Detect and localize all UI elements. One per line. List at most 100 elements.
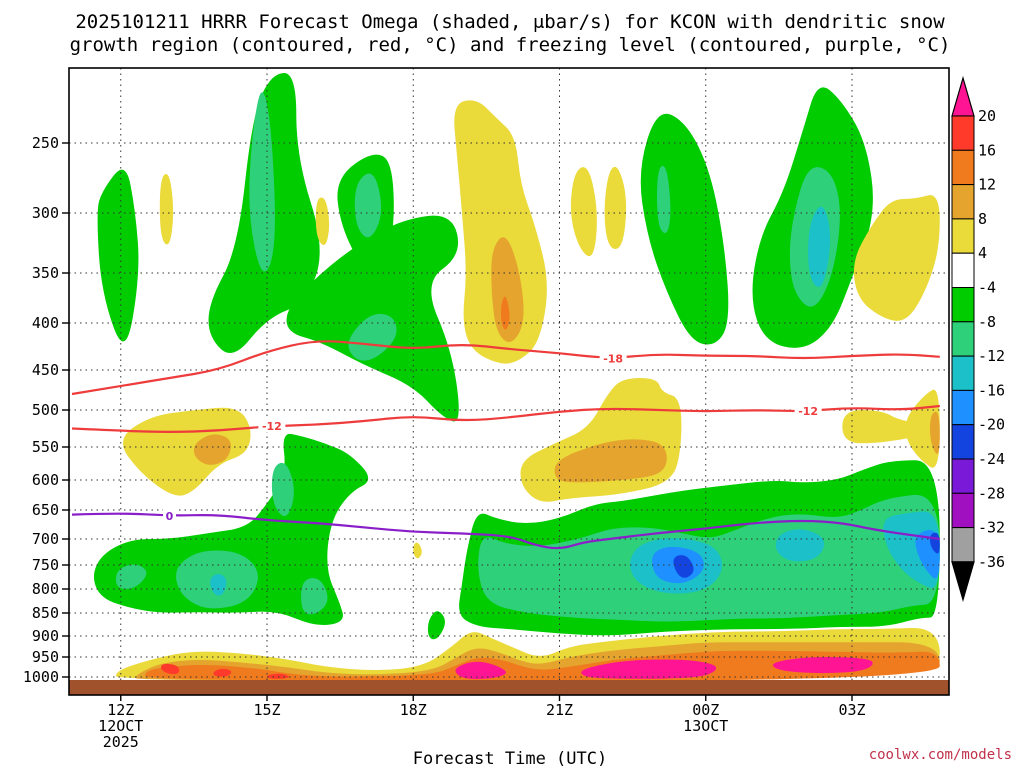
legend-label-10: -24 (978, 450, 1005, 468)
isotherm-line-0 (71, 340, 940, 396)
x-tick-label-1-0: 15Z (253, 701, 280, 719)
omega-region-28 (454, 100, 547, 364)
omega-region-11 (210, 574, 227, 596)
omega-region-50 (455, 661, 506, 680)
legend-label-2: 12 (978, 176, 996, 194)
legend-label-7: -12 (978, 347, 1005, 365)
y-tick-label-1000: 1000 (23, 668, 59, 686)
y-tick-label-950: 950 (32, 648, 59, 666)
omega-region-9 (115, 564, 147, 589)
legend-label-1: 16 (978, 141, 996, 159)
omega-region-30 (501, 296, 510, 330)
isotherm-label-bg-1-1 (794, 404, 822, 418)
legend-swatch-1 (951, 115, 975, 151)
chart-title-line-1: 2025101211 HRRR Forecast Omega (shaded, … (75, 11, 945, 33)
omega-region-32 (604, 166, 627, 249)
y-tick-label-900: 900 (32, 627, 59, 645)
legend-arrow-top (951, 75, 975, 117)
legend-swatch-10 (951, 424, 975, 460)
y-tick-label-350: 350 (32, 264, 59, 282)
y-tick-label-750: 750 (32, 556, 59, 574)
legend-swatch-13 (951, 527, 975, 563)
x-tick-label-3-0: 21Z (546, 701, 573, 719)
legend-swatch-6 (951, 287, 975, 323)
isotherm-label-bg-0-0 (599, 351, 627, 365)
legend-swatch-8 (951, 355, 975, 391)
omega-region-4 (354, 173, 382, 238)
omega-region-51 (581, 659, 717, 679)
omega-region-13 (427, 611, 445, 640)
omega-region-7 (93, 433, 369, 626)
omega-region-41 (853, 195, 940, 321)
legend-swatch-2 (951, 149, 975, 186)
plot-area: -18 -12 -12 0 (68, 67, 950, 696)
omega-region-19 (775, 529, 825, 562)
y-tick-label-800: 800 (32, 580, 59, 598)
legend-label-0: 20 (978, 107, 996, 125)
legend-swatch-3 (951, 184, 975, 220)
y-tick-label-550: 550 (32, 438, 59, 456)
y-tick-label-650: 650 (32, 501, 59, 519)
isotherm-label-bg-2-0 (163, 508, 176, 522)
legend-label-6: -8 (978, 313, 996, 331)
legend-arrow-bottom (951, 561, 975, 603)
omega-region-6 (348, 313, 397, 361)
legend-label-12: -32 (978, 519, 1005, 537)
omega-region-43 (413, 542, 422, 559)
x-tick-label-5-0: 03Z (838, 701, 865, 719)
omega-region-24 (657, 165, 671, 233)
legend-label-4: 4 (978, 244, 987, 262)
x-tick-label-0-1: 12OCT (98, 717, 143, 735)
omega-region-35 (193, 434, 231, 465)
legend-label-13: -36 (978, 553, 1005, 571)
omega-region-12 (301, 578, 328, 615)
legend-label-11: -28 (978, 484, 1005, 502)
y-tick-label-700: 700 (32, 530, 59, 548)
color-legend: 20 16 12 8 4 -4 -8 -12 -16 -20 -24 -28 -32 -36 (951, 75, 1005, 603)
omega-region-33 (315, 197, 330, 245)
legend-swatch-7 (951, 321, 975, 357)
legend-swatch-11 (951, 458, 975, 494)
legend-label-9: -20 (978, 416, 1005, 434)
legend-label-8: -16 (978, 381, 1005, 399)
x-tick-label-4-1: 13OCT (683, 717, 728, 735)
grid-lines (69, 68, 949, 695)
y-tick-label-400: 400 (32, 314, 59, 332)
y-tick-label-600: 600 (32, 471, 59, 489)
isotherm-label-bg-1-0 (258, 419, 286, 433)
omega-region-29 (491, 237, 524, 343)
x-axis-label: Forecast Time (UTC) (413, 749, 607, 768)
y-axis-pressure-ticks: 250 300 350 400 450 500 550 600 650 700 750 800 850 9… (23, 134, 69, 686)
omega-region-46 (145, 650, 940, 682)
x-tick-label-2-0: 18Z (400, 701, 427, 719)
omega-region-2 (249, 92, 275, 272)
isotherm-label-0-0: -18 (603, 352, 623, 365)
legend-swatch-12 (951, 492, 975, 529)
x-tick-label-0-0: 12Z (107, 701, 134, 719)
legend-swatch-4 (951, 218, 975, 254)
omega-shaded-regions (93, 73, 940, 682)
omega-region-42 (159, 174, 174, 245)
chart-title-line-2: growth region (contoured, red, °C) and f… (70, 34, 951, 56)
isotherm-label-1-1: -12 (798, 405, 818, 418)
omega-region-18 (673, 555, 694, 578)
y-tick-label-300: 300 (32, 204, 59, 222)
omega-region-31 (570, 167, 597, 257)
omega-region-47 (161, 663, 180, 675)
temperature-contours: -18 -12 -12 0 (71, 340, 940, 550)
legend-label-3: 8 (978, 210, 987, 228)
legend-label-5: -4 (978, 279, 996, 297)
isotherm-line-2 (71, 512, 940, 550)
omega-region-52 (772, 657, 873, 674)
omega-region-27 (808, 206, 831, 288)
legend-swatch-5 (951, 252, 975, 288)
x-tick-label-4-0: 00Z (692, 701, 719, 719)
legend-swatch-9 (951, 389, 975, 426)
x-tick-label-0-2: 2025 (103, 733, 139, 751)
y-tick-label-500: 500 (32, 401, 59, 419)
ground-surface-bar (69, 680, 949, 695)
omega-region-49 (267, 673, 289, 679)
omega-region-48 (213, 668, 232, 677)
omega-region-40 (930, 411, 940, 454)
